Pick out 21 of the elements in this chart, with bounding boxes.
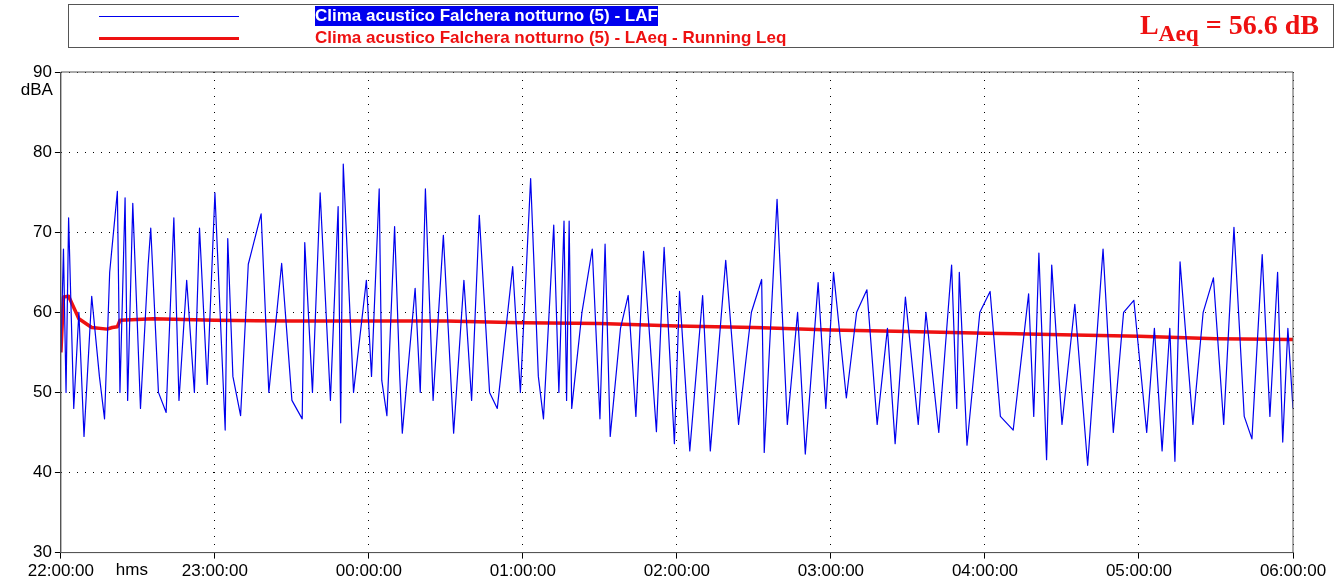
text: Clima acustico Falchera notturno (5) - LAeq - Running Leq <box>315 28 787 48</box>
y-tick-label: 30 <box>32 542 52 562</box>
x-tick-label: 05:00:00 <box>1105 561 1173 581</box>
x-tick-label: 03:00:00 <box>797 561 865 581</box>
x-tick-label: 01:00:00 <box>489 561 557 581</box>
x-tick-label: 22:00:00 <box>27 561 94 581</box>
x-axis-title: hms <box>115 559 148 579</box>
x-tick-label: 06:00:00 <box>1259 561 1327 581</box>
y-tick-label: 70 <box>32 221 52 241</box>
x-tick-label: 04:00:00 <box>951 561 1019 581</box>
text: Clima acustico Falchera notturno (5) - LAF <box>315 6 658 26</box>
y-tick-label: 90 <box>32 61 52 81</box>
y-tick-label: 50 <box>32 382 52 402</box>
x-tick-label: 23:00:00 <box>181 561 249 581</box>
y-axis-title: dBA <box>20 80 54 100</box>
y-tick-label: 80 <box>32 141 52 161</box>
y-tick-label: 40 <box>32 462 52 482</box>
x-tick-label: 02:00:00 <box>643 561 711 581</box>
y-tick-label: 60 <box>32 301 52 321</box>
x-tick-label: 00:00:00 <box>335 561 403 581</box>
text: L$_{Aeq}$ = 56.6 dB <box>1139 9 1319 47</box>
